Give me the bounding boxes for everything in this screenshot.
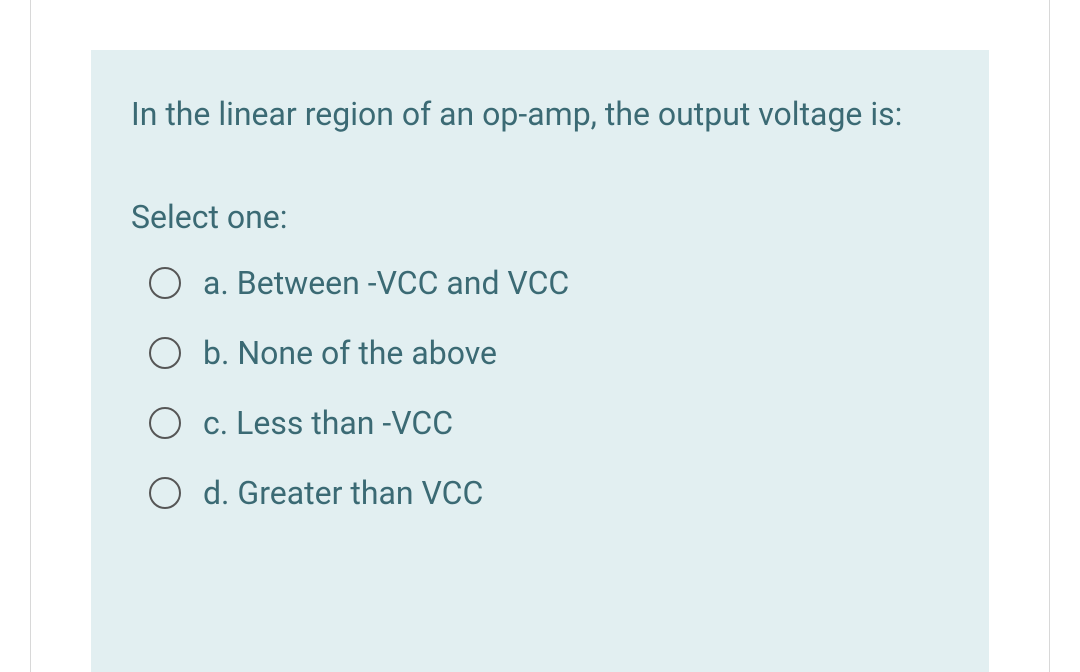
option-letter: c. xyxy=(203,404,228,442)
option-letter: b. xyxy=(203,334,229,372)
option-a[interactable]: a. Between -VCC and VCC xyxy=(149,264,949,302)
radio-icon[interactable] xyxy=(149,477,181,509)
question-card: In the linear region of an op-amp, the o… xyxy=(91,50,989,672)
radio-icon[interactable] xyxy=(149,267,181,299)
option-c[interactable]: c. Less than -VCC xyxy=(149,404,949,442)
options-list: a. Between -VCC and VCC b. None of the a… xyxy=(131,264,949,512)
radio-icon[interactable] xyxy=(149,407,181,439)
option-text: None of the above xyxy=(237,334,497,372)
page-container: In the linear region of an op-amp, the o… xyxy=(30,0,1050,672)
option-letter: d. xyxy=(203,474,229,512)
select-prompt: Select one: xyxy=(131,198,949,236)
option-letter: a. xyxy=(203,264,229,302)
radio-icon[interactable] xyxy=(149,337,181,369)
option-text: Between -VCC and VCC xyxy=(237,264,569,302)
option-text: Less than -VCC xyxy=(236,404,453,442)
option-text: Greater than VCC xyxy=(237,474,483,512)
option-b[interactable]: b. None of the above xyxy=(149,334,949,372)
question-text: In the linear region of an op-amp, the o… xyxy=(131,90,949,140)
option-label: d. Greater than VCC xyxy=(203,474,483,512)
option-label: a. Between -VCC and VCC xyxy=(203,264,569,302)
option-label: c. Less than -VCC xyxy=(203,404,453,442)
option-label: b. None of the above xyxy=(203,334,497,372)
option-d[interactable]: d. Greater than VCC xyxy=(149,474,949,512)
